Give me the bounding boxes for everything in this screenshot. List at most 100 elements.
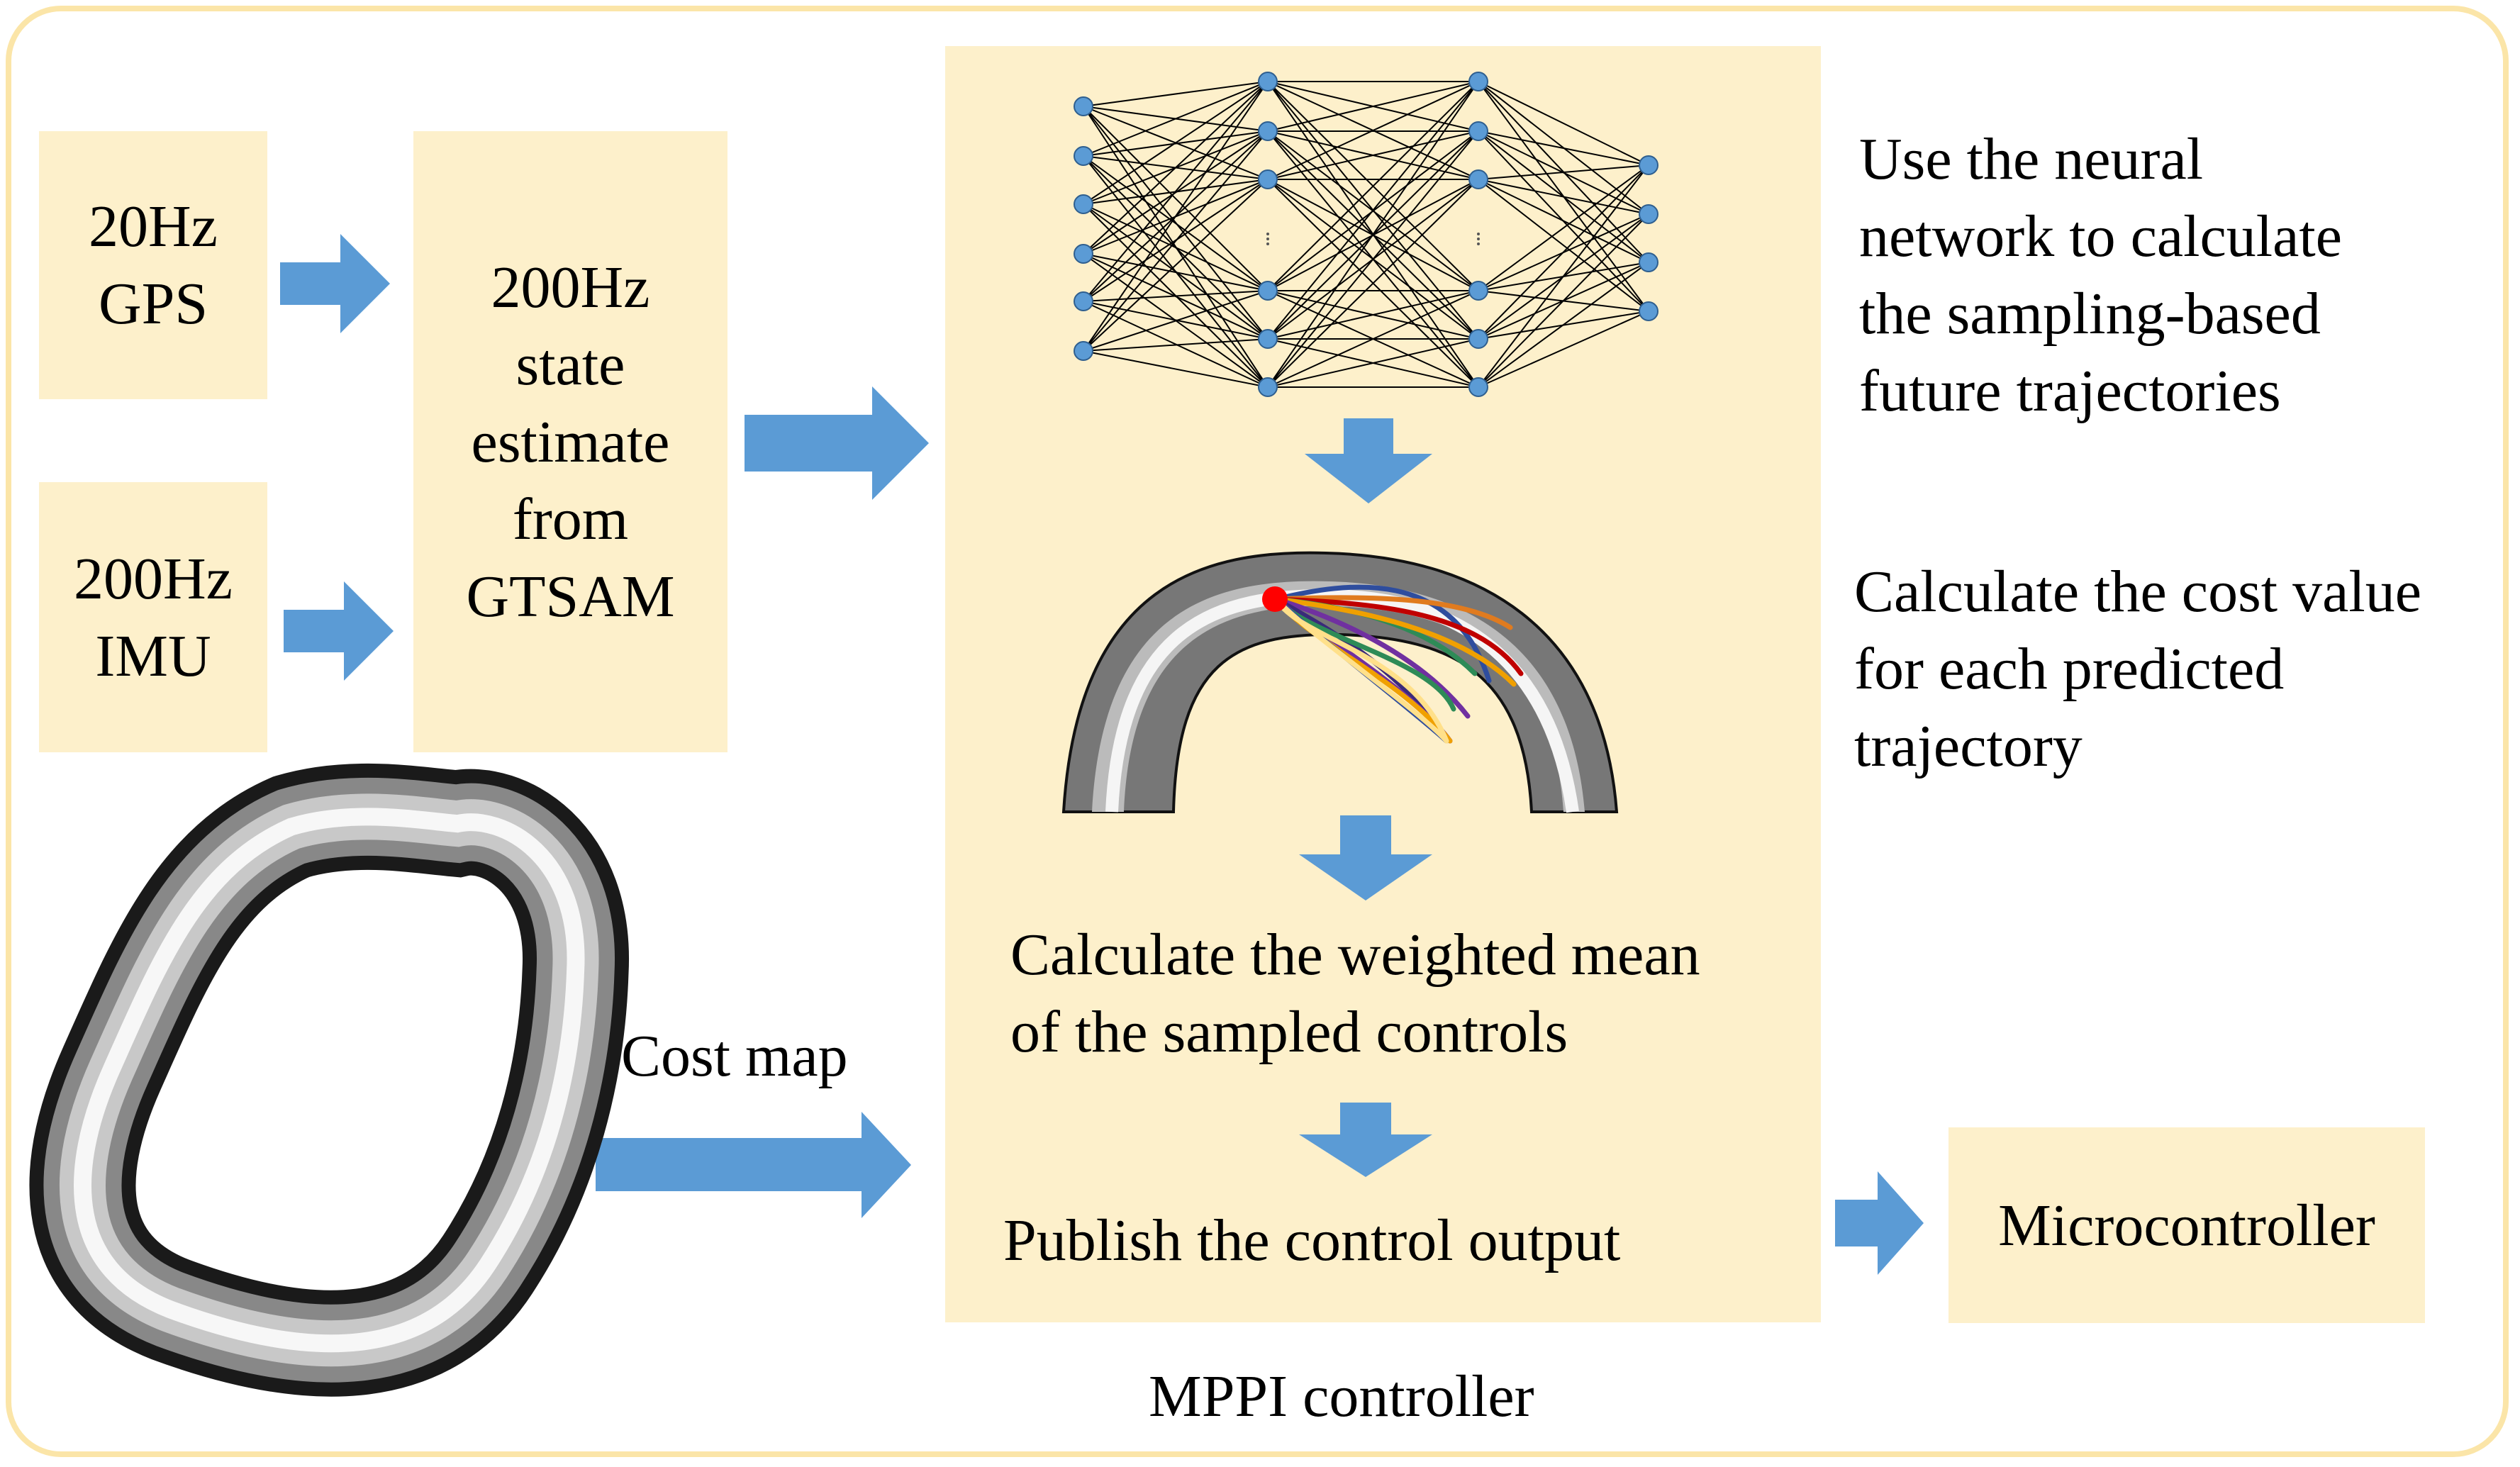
network-node: [1639, 155, 1658, 175]
network-edge: [1267, 81, 1479, 388]
imu-box: [39, 482, 267, 752]
imu-box-text: 200Hz IMU: [39, 482, 267, 752]
state-estimate-line: GTSAM: [466, 563, 675, 630]
network-edge: [1267, 290, 1479, 340]
network-edge: [1083, 106, 1269, 291]
block-arrow-right-icon: [745, 386, 929, 500]
network-edge: [1083, 81, 1269, 205]
publish-step: Publish the control output: [1003, 1207, 1621, 1273]
network-edge: [1083, 81, 1269, 107]
block-arrow-right-icon: [1835, 1171, 1924, 1275]
network-edge: [1267, 130, 1479, 180]
network-edge: [1478, 130, 1649, 166]
network-edge: [1478, 179, 1649, 312]
start-point-marker: [1262, 586, 1288, 612]
network-node: [1468, 169, 1488, 189]
network-edge: [1478, 262, 1649, 388]
network-edge: [1478, 164, 1649, 388]
network-edge: [1478, 179, 1649, 215]
network-edge: [1083, 338, 1269, 352]
network-edge: [1267, 81, 1479, 132]
microcontroller-text: Microcontroller: [1948, 1127, 2425, 1323]
neural-network-icon: [1074, 72, 1658, 397]
network-node: [1258, 121, 1278, 141]
network-node: [1074, 291, 1093, 311]
state-estimate-line: from: [512, 486, 629, 552]
gps-rate: 20Hz: [89, 194, 218, 260]
network-edge: [1083, 81, 1269, 255]
network-edge: [1083, 253, 1269, 291]
step-line: of the sampled controls: [1010, 999, 1568, 1065]
gps-box: [39, 131, 267, 399]
network-edge: [1478, 179, 1649, 263]
trajectory-costmap-icon: [1061, 551, 1619, 813]
note-line: future trajectories: [1859, 358, 2281, 424]
state-estimate-text: 200Hz state estimate from GTSAM: [413, 131, 727, 752]
state-estimate-line: estimate: [471, 408, 670, 475]
network-node: [1258, 169, 1278, 189]
network-node: [1639, 301, 1658, 321]
network-edge: [1083, 290, 1269, 302]
network-edge: [1267, 81, 1479, 180]
network-node: [1639, 204, 1658, 224]
network-node: [1074, 96, 1093, 116]
network-node: [1074, 341, 1093, 361]
note-line: network to calculate: [1859, 203, 2343, 269]
network-edge: [1478, 81, 1649, 166]
network-node: [1468, 72, 1488, 91]
gps-label: GPS: [98, 271, 208, 337]
network-edge: [1083, 81, 1269, 302]
cost-map-track-icon: [29, 763, 629, 1397]
network-node: [1639, 252, 1658, 272]
network-edge: [1478, 311, 1649, 388]
network-node: [1468, 281, 1488, 301]
cost-map-label: Cost map: [621, 1023, 848, 1089]
network-node: [1258, 329, 1278, 349]
weighted-mean-step: Calculate the weighted mean of the sampl…: [1010, 916, 1700, 1071]
note-line: trajectory: [1854, 713, 2083, 779]
block-arrow-right-icon: [596, 1112, 911, 1218]
note-line: the sampling-based: [1859, 281, 2321, 347]
network-node: [1074, 146, 1093, 166]
note-line: Use the neural: [1859, 126, 2204, 192]
network-edge: [1083, 130, 1269, 352]
imu-rate: 200Hz: [74, 545, 233, 612]
network-edge: [1083, 290, 1269, 352]
network-edge: [1083, 81, 1269, 352]
network-edge: [1267, 179, 1479, 388]
network-edge: [1267, 81, 1479, 291]
note-line: for each predicted: [1854, 636, 2285, 702]
network-edge: [1083, 179, 1269, 352]
state-estimate-line: state: [515, 331, 625, 398]
network-node: [1258, 72, 1278, 91]
state-estimate-line: 200Hz: [491, 254, 650, 320]
network-edge: [1083, 155, 1269, 291]
network-edge: [1083, 350, 1269, 388]
network-edge: [1267, 338, 1479, 388]
network-edge: [1478, 164, 1649, 291]
network-edge: [1478, 213, 1649, 388]
diagram-frame: [6, 6, 2509, 1457]
network-edge: [1083, 203, 1269, 291]
network-edge: [1083, 81, 1269, 157]
network-edge: [1478, 164, 1649, 180]
gps-box-text: 20Hz GPS: [39, 131, 267, 399]
network-node: [1468, 121, 1488, 141]
network-edge: [1267, 290, 1479, 388]
network-node: [1074, 194, 1093, 214]
network-node: [1468, 377, 1488, 397]
imu-label: IMU: [95, 623, 211, 689]
note-line: Calculate the cost value: [1854, 559, 2422, 625]
cost-value-note: Calculate the cost value for each predic…: [1854, 553, 2421, 785]
network-node: [1074, 244, 1093, 264]
mppi-caption: MPPI controller: [1149, 1363, 1534, 1429]
microcontroller-label: Microcontroller: [1998, 1192, 2375, 1259]
network-node: [1468, 329, 1488, 349]
state-estimate-box: [413, 131, 727, 752]
block-arrow-down-icon: [1299, 1103, 1432, 1177]
network-edge: [1267, 130, 1479, 388]
network-edge: [1478, 164, 1649, 340]
step-line: Calculate the weighted mean: [1010, 922, 1700, 988]
microcontroller-box: [1948, 1127, 2425, 1323]
